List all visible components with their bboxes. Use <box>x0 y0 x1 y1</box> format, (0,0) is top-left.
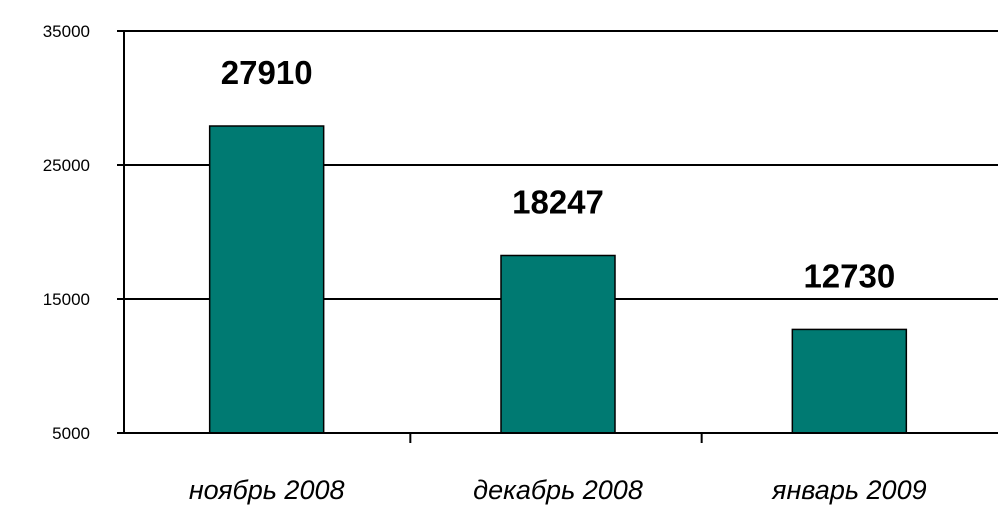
data-label: 12730 <box>803 257 895 294</box>
data-label: 18247 <box>512 183 604 220</box>
y-tick-label: 5000 <box>52 424 90 443</box>
y-tick-label: 15000 <box>43 290 90 309</box>
bar <box>208 125 325 434</box>
x-category-label: ноябрь 2008 <box>189 475 345 505</box>
y-tick-label: 35000 <box>43 22 90 41</box>
data-label: 27910 <box>221 54 313 91</box>
x-category-label: январь 2009 <box>771 475 927 505</box>
labels: 5000 15000 25000 35000 27910 ноябрь 2008 18247… <box>43 22 927 505</box>
bars <box>208 125 908 434</box>
axes <box>117 30 998 443</box>
x-category-label: декабрь 2008 <box>473 475 643 505</box>
bar <box>500 254 616 434</box>
y-tick-label: 25000 <box>43 156 90 175</box>
bar <box>791 328 908 434</box>
